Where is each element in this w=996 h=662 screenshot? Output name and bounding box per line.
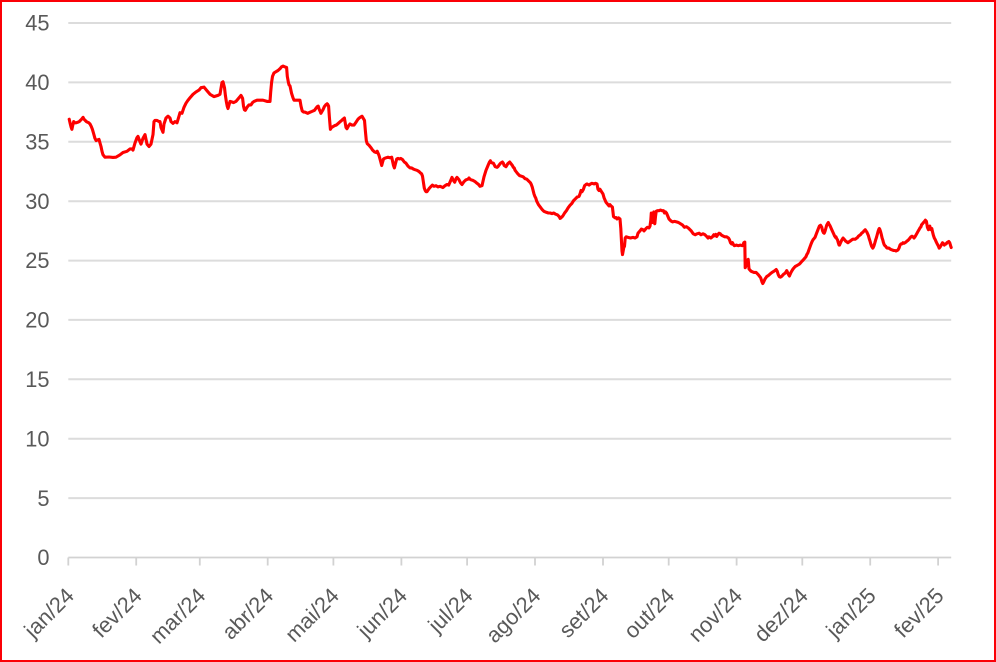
svg-text:35: 35 [25,130,49,155]
svg-text:0: 0 [37,545,49,570]
svg-text:10: 10 [25,426,49,451]
svg-text:5: 5 [37,486,49,511]
svg-text:25: 25 [25,248,49,273]
svg-text:45: 45 [25,11,49,36]
svg-text:15: 15 [25,367,49,392]
svg-text:40: 40 [25,70,49,95]
svg-text:20: 20 [25,308,49,333]
svg-text:30: 30 [25,189,49,214]
